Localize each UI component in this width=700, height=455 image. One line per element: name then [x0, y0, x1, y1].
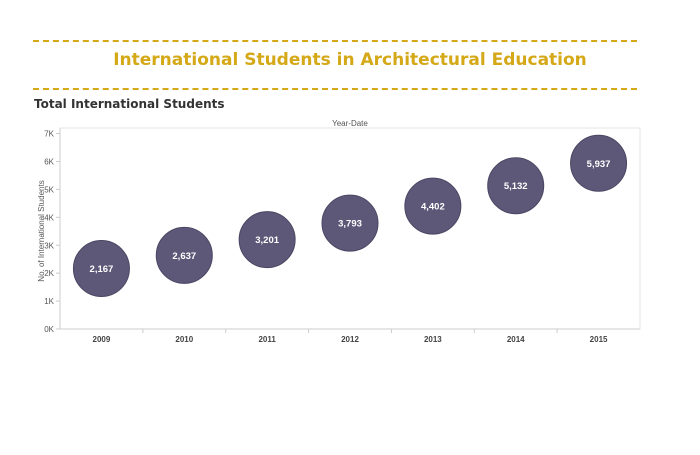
bubble [238, 211, 296, 269]
y-tick-label: 2K [44, 269, 54, 278]
data-label: 5,937 [587, 159, 611, 170]
x-tick-label: 2012 [341, 335, 359, 344]
x-tick-label: 2010 [175, 335, 193, 344]
y-tick-label: 5K [44, 185, 54, 194]
data-label: 3,201 [255, 235, 279, 246]
column-header: Year-Date [332, 119, 368, 128]
data-label: 2,167 [90, 264, 114, 275]
bubble [321, 194, 379, 252]
bubble-chart: Year-Date No. of International Students … [37, 119, 641, 344]
bubble [155, 226, 213, 284]
data-label: 5,132 [504, 181, 528, 192]
y-tick-label: 4K [44, 213, 54, 222]
bubble [72, 240, 130, 298]
data-label: 4,402 [421, 202, 445, 213]
x-tick-label: 2013 [424, 335, 442, 344]
y-tick-label: 0K [44, 325, 54, 334]
y-tick-label: 7K [44, 130, 54, 139]
x-tick-label: 2009 [93, 335, 111, 344]
section-title: Total International Students [34, 97, 225, 111]
title-band [33, 40, 637, 90]
y-tick-label: 1K [44, 297, 54, 306]
bubble [487, 157, 545, 215]
bubbles: 2,167 2,637 3,201 3,793 4,402 5,132 5,937 [72, 134, 628, 298]
x-tick-label: 2014 [507, 335, 525, 344]
data-label: 3,793 [338, 219, 362, 230]
x-tick-label: 2011 [258, 335, 276, 344]
bubble [570, 134, 628, 192]
y-tick-label: 6K [44, 158, 54, 167]
data-label: 2,637 [172, 251, 196, 262]
y-axis: 0K 1K 2K 3K 4K 5K 6K 7K [44, 128, 61, 334]
y-axis-title: No. of International Students [37, 180, 46, 281]
x-tick-label: 2015 [590, 335, 608, 344]
x-axis: 2009 2010 2011 2012 2013 2014 2015 [60, 328, 640, 344]
y-tick-label: 3K [44, 241, 54, 250]
page-title: International Students in Architectural … [113, 50, 587, 70]
bubble [404, 177, 462, 235]
